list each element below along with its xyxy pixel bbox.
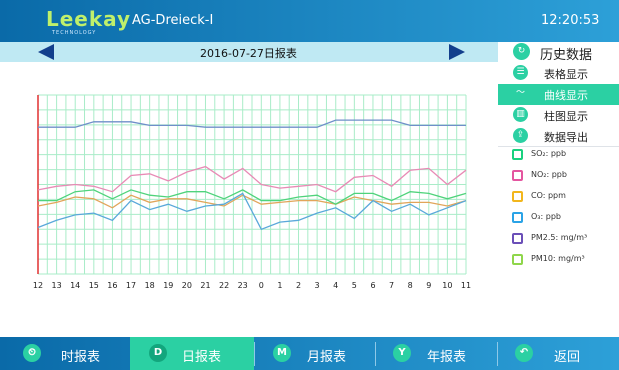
day-icon: D: [149, 344, 167, 362]
top-bar: [0, 0, 619, 42]
daily-report-button[interactable]: D 日报表: [130, 337, 254, 370]
x-tick-label: 14: [70, 281, 80, 290]
bar-chart-icon: ▥: [513, 107, 528, 122]
back-icon: ↶: [515, 344, 533, 362]
date-bar: [0, 42, 498, 62]
legend-pm10-label: PM10: mg/m³: [531, 254, 585, 263]
legend-no2-swatch: [512, 170, 523, 181]
logo-text: Leekay: [46, 7, 132, 31]
x-tick-label: 12: [33, 281, 43, 290]
legend-pm25-label: PM2.5: mg/m³: [531, 233, 588, 242]
x-tick-label: 0: [259, 281, 264, 290]
legend-o3-label: O₃: ppb: [531, 212, 561, 221]
x-tick-label: 9: [426, 281, 431, 290]
x-tick-label: 6: [370, 281, 375, 290]
x-tick-label: 15: [89, 281, 99, 290]
menu-bar-view[interactable]: ▥ 柱图显示: [498, 105, 619, 126]
series-line-1: [37, 165, 467, 193]
back-label: 返回: [554, 350, 581, 365]
history-data-label: 历史数据: [540, 48, 593, 63]
device-name: AG-Dreieck-I: [132, 13, 214, 28]
menu-export[interactable]: ⇪ 数据导出: [498, 126, 619, 147]
yearly-report-button[interactable]: Y 年报表: [376, 337, 496, 370]
month-icon: M: [273, 344, 291, 362]
legend-no2-label: NO₂: ppb: [531, 170, 567, 179]
legend-o3-swatch: [512, 212, 523, 223]
legend-so2-label: SO₂: ppb: [531, 149, 567, 158]
x-tick-label: 1: [277, 281, 282, 290]
x-tick-label: 18: [145, 281, 155, 290]
x-tick-label: 19: [163, 281, 173, 290]
x-tick-label: 20: [182, 281, 192, 290]
x-tick-label: 16: [107, 281, 117, 290]
leekay-logo: Leekay TECHNOLOGY: [46, 7, 132, 36]
legend-pm10-swatch: [512, 254, 523, 265]
x-tick-label: 13: [52, 281, 62, 290]
x-tick-label: 10: [442, 281, 452, 290]
list-icon: ☰: [513, 65, 528, 80]
side-panel: ↻ 历史数据 ☰ 表格显示 〜 曲线显示 ▥ 柱图显示 ⇪ 数据导出 SO₂: …: [498, 42, 619, 270]
monthly-report-label: 月报表: [307, 350, 347, 365]
report-date: 2016-07-27日报表: [200, 47, 297, 60]
x-axis-ticks: 12 13 14 15 16 17 18 19 20 21 22 23 0 1 2 3 4 5 6 7 8 9 10 11: [33, 281, 471, 290]
x-tick-label: 21: [200, 281, 210, 290]
series-line-0: [38, 119, 466, 128]
logo-subtext: TECHNOLOGY: [52, 30, 97, 36]
clock-icon: ⏲: [23, 344, 41, 362]
menu-line-view[interactable]: 〜 曲线显示: [498, 84, 619, 105]
legend-co-swatch: [512, 191, 523, 202]
menu-table-label: 表格显示: [544, 68, 588, 81]
x-tick-label: 5: [352, 281, 357, 290]
hourly-report-label: 时报表: [61, 350, 101, 365]
clock: 12:20:53: [541, 13, 600, 28]
x-tick-label: 8: [408, 281, 413, 290]
x-tick-label: 23: [238, 281, 248, 290]
monthly-report-button[interactable]: M 月报表: [255, 337, 375, 370]
history-line-chart: 12 13 14 15 16 17 18 19 20 21 22 23 0 1 2 3 4 5 6 7 8 9 10 11: [33, 94, 471, 290]
menu-bar-label: 柱图显示: [544, 110, 588, 123]
prev-day-arrow-icon[interactable]: [38, 44, 54, 60]
chart-series: [37, 119, 467, 231]
history-icon: ↻: [513, 43, 530, 60]
x-tick-label: 2: [296, 281, 301, 290]
x-tick-label: 17: [126, 281, 136, 290]
x-tick-label: 4: [333, 281, 338, 290]
nav-divider: [375, 342, 376, 366]
back-button[interactable]: ↶ 返回: [498, 337, 619, 370]
export-icon: ⇪: [513, 128, 528, 143]
hourly-report-button[interactable]: ⏲ 时报表: [0, 337, 130, 370]
nav-divider: [254, 342, 255, 366]
nav-divider: [497, 342, 498, 366]
menu-line-label: 曲线显示: [544, 89, 588, 102]
x-tick-label: 22: [219, 281, 229, 290]
legend-co-label: CO: ppm: [531, 191, 566, 200]
series-line-4: [37, 192, 467, 231]
next-day-arrow-icon[interactable]: [449, 44, 465, 60]
history-data-title: ↻ 历史数据: [498, 42, 619, 63]
legend-pm25-swatch: [512, 233, 523, 244]
panel-divider: [498, 146, 619, 147]
x-tick-label: 7: [389, 281, 394, 290]
legend-so2-swatch: [512, 149, 523, 160]
daily-report-label: 日报表: [182, 350, 222, 365]
year-icon: Y: [393, 344, 411, 362]
x-tick-label: 3: [315, 281, 320, 290]
menu-export-label: 数据导出: [544, 131, 588, 144]
series-line-3: [38, 189, 467, 205]
x-tick-label: 11: [461, 281, 471, 290]
series-line-2: [37, 194, 467, 209]
line-chart-icon: 〜: [515, 88, 525, 98]
yearly-report-label: 年报表: [427, 350, 467, 365]
menu-table-view[interactable]: ☰ 表格显示: [498, 63, 619, 84]
